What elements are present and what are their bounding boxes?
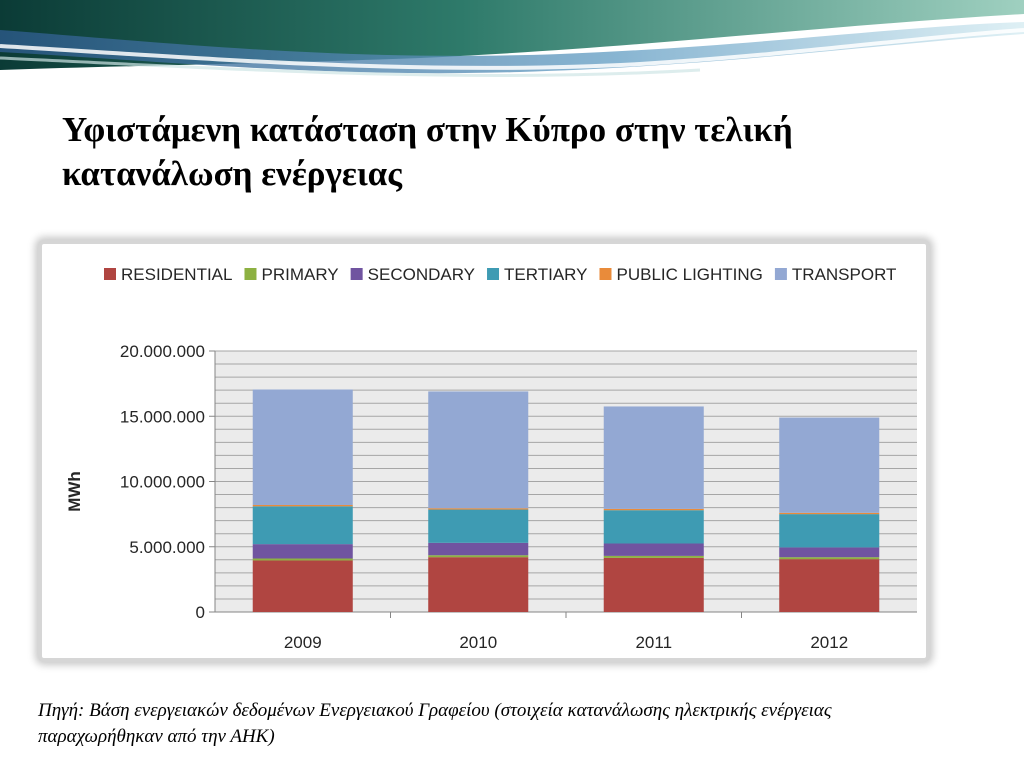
header-swoosh-banner <box>0 0 1024 77</box>
legend-swatch-tertiary <box>487 268 500 280</box>
y-tick-label: 20.000.000 <box>120 342 205 361</box>
bar-segment-primary-2011 <box>603 555 704 558</box>
bar-segment-transport-2012 <box>779 417 880 513</box>
chart-frame: 0 5.000.000 10.000.000 15.000.000 20.000.000… <box>38 240 930 662</box>
source-note: Πηγή: Βάση ενεργειακών δεδομένων Ενεργει… <box>38 700 832 747</box>
bar-segment-public-lighting-2010 <box>428 508 529 510</box>
bar-segment-residential-2009 <box>252 560 353 612</box>
x-tick-label: 2010 <box>459 633 497 652</box>
stacked-bar-chart: 0 5.000.000 10.000.000 15.000.000 20.000.000… <box>65 265 917 652</box>
x-tick-label: 2009 <box>284 633 322 652</box>
bar-segment-public-lighting-2011 <box>603 508 704 511</box>
y-axis-title: MWh <box>65 471 84 512</box>
legend-label-primary: PRIMARY <box>261 265 338 284</box>
bar-segment-secondary-2009 <box>252 544 353 559</box>
x-tick-label: 2011 <box>635 633 672 652</box>
legend-label-secondary: SECONDARY <box>368 265 475 284</box>
bar-segment-secondary-2012 <box>779 547 880 558</box>
bar-segment-transport-2009 <box>252 389 353 505</box>
bar-segment-residential-2010 <box>428 557 529 612</box>
y-tick-label: 15.000.000 <box>120 407 205 426</box>
y-tick-label: 0 <box>196 603 205 622</box>
bar-segment-secondary-2010 <box>428 542 529 556</box>
slide-title: Υφιστάμενη κατάσταση στην Κύπρο στην τελ… <box>62 110 793 193</box>
bar-segment-tertiary-2011 <box>603 510 704 544</box>
bar-segment-primary-2010 <box>428 555 529 558</box>
legend-label-transport: TRANSPORT <box>792 265 897 284</box>
bar-segment-public-lighting-2009 <box>252 504 353 507</box>
bar-segment-tertiary-2012 <box>779 514 880 548</box>
legend-swatch-residential <box>104 268 116 280</box>
bar-segment-tertiary-2009 <box>252 506 353 545</box>
legend-swatch-public-lighting <box>599 268 612 280</box>
bar-segment-primary-2012 <box>779 557 880 560</box>
bar-segment-tertiary-2010 <box>428 509 529 543</box>
bar-segment-residential-2011 <box>603 557 704 612</box>
bar-segment-primary-2009 <box>252 558 353 561</box>
bar-segment-residential-2012 <box>779 559 880 612</box>
legend-label-residential: RESIDENTIAL <box>121 265 232 284</box>
legend-swatch-primary <box>244 268 257 280</box>
y-tick-label: 5.000.000 <box>129 538 205 557</box>
bar-segment-transport-2011 <box>603 406 704 509</box>
bar-segment-transport-2010 <box>428 391 529 509</box>
bar-segment-public-lighting-2012 <box>779 512 880 515</box>
legend-swatch-transport <box>774 268 787 280</box>
legend-label-tertiary: TERTIARY <box>504 265 587 284</box>
bar-segment-secondary-2011 <box>603 543 704 556</box>
legend-swatch-secondary <box>350 268 363 280</box>
x-tick-label: 2012 <box>810 633 848 652</box>
y-tick-label: 10.000.000 <box>120 473 205 492</box>
legend-label-public-lighting: PUBLIC LIGHTING <box>616 265 762 284</box>
